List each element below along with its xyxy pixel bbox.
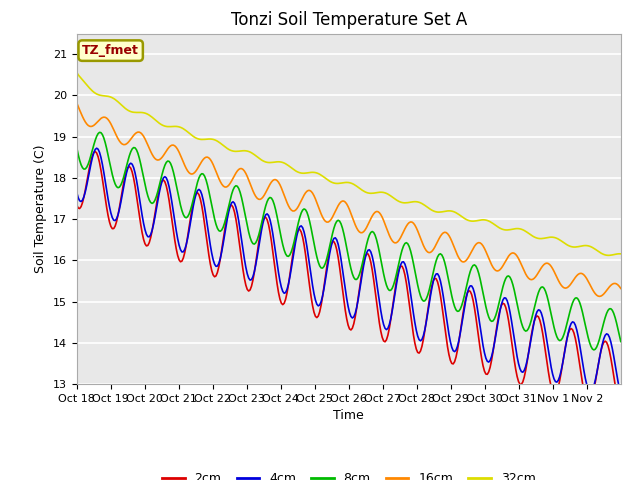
- Line: 32cm: 32cm: [77, 72, 621, 255]
- 8cm: [462, 286, 470, 291]
- 16cm: [617, 286, 625, 291]
- 4cm: [462, 296, 470, 302]
- 16cm: [614, 282, 622, 288]
- 16cm: [73, 100, 81, 106]
- 2cm: [73, 202, 81, 208]
- 32cm: [108, 95, 116, 101]
- Line: 4cm: 4cm: [77, 148, 621, 395]
- 16cm: [92, 121, 99, 127]
- 8cm: [617, 339, 625, 345]
- 32cm: [92, 90, 99, 96]
- 4cm: [93, 145, 100, 151]
- 8cm: [73, 145, 81, 151]
- 2cm: [543, 359, 551, 365]
- 8cm: [590, 347, 598, 353]
- Line: 2cm: 2cm: [77, 152, 621, 411]
- 4cm: [617, 392, 625, 397]
- 4cm: [92, 146, 99, 152]
- 32cm: [614, 251, 622, 257]
- 8cm: [96, 130, 104, 135]
- Text: TZ_fmet: TZ_fmet: [82, 44, 139, 57]
- 8cm: [543, 293, 551, 299]
- Title: Tonzi Soil Temperature Set A: Tonzi Soil Temperature Set A: [230, 11, 467, 29]
- 2cm: [354, 296, 362, 301]
- 32cm: [461, 216, 468, 221]
- 4cm: [543, 338, 551, 344]
- 32cm: [353, 183, 360, 189]
- 16cm: [461, 259, 468, 264]
- 32cm: [604, 252, 612, 258]
- 8cm: [92, 137, 99, 143]
- 2cm: [462, 295, 470, 300]
- 4cm: [73, 190, 81, 195]
- Line: 16cm: 16cm: [77, 103, 621, 296]
- Y-axis label: Soil Temperature (C): Soil Temperature (C): [35, 144, 47, 273]
- 2cm: [110, 226, 118, 231]
- 2cm: [92, 149, 99, 155]
- 16cm: [353, 225, 360, 231]
- X-axis label: Time: Time: [333, 409, 364, 422]
- 2cm: [614, 398, 622, 404]
- Line: 8cm: 8cm: [77, 132, 621, 350]
- 2cm: [93, 150, 100, 156]
- 8cm: [354, 275, 362, 281]
- 16cm: [596, 293, 604, 299]
- 8cm: [110, 177, 118, 183]
- 32cm: [541, 235, 549, 241]
- 8cm: [616, 333, 623, 338]
- 4cm: [614, 378, 622, 384]
- 16cm: [108, 124, 116, 130]
- 2cm: [617, 408, 625, 414]
- 4cm: [110, 217, 118, 223]
- 32cm: [617, 251, 625, 257]
- Legend: 2cm, 4cm, 8cm, 16cm, 32cm: 2cm, 4cm, 8cm, 16cm, 32cm: [157, 468, 541, 480]
- 4cm: [354, 298, 362, 303]
- 32cm: [73, 70, 81, 75]
- 16cm: [541, 261, 549, 266]
